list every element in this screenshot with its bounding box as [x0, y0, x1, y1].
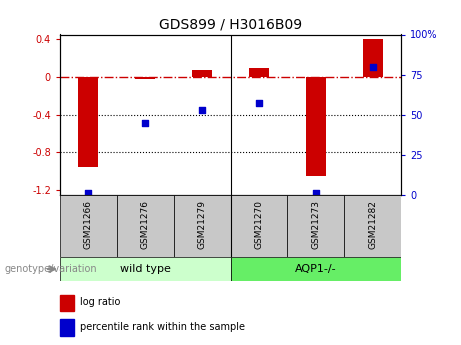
Text: genotype/variation: genotype/variation: [5, 264, 97, 274]
Text: GSM21276: GSM21276: [141, 200, 150, 249]
Title: GDS899 / H3016B09: GDS899 / H3016B09: [159, 18, 302, 32]
Bar: [230, 257, 401, 281]
Text: GSM21279: GSM21279: [198, 200, 207, 249]
Bar: [78, 77, 98, 167]
Text: GSM21273: GSM21273: [311, 200, 320, 249]
Bar: [135, 77, 155, 79]
Text: log ratio: log ratio: [80, 297, 121, 307]
Text: GSM21282: GSM21282: [368, 200, 377, 249]
Bar: [344, 195, 401, 257]
Point: [85, 190, 92, 196]
Bar: [60, 319, 74, 336]
Bar: [306, 77, 326, 176]
Point: [198, 107, 206, 113]
Bar: [174, 195, 230, 257]
Point: [255, 101, 263, 106]
Bar: [363, 39, 383, 77]
Text: wild type: wild type: [120, 264, 171, 274]
Text: AQP1-/-: AQP1-/-: [295, 264, 337, 274]
Bar: [192, 70, 212, 77]
Point: [369, 64, 376, 69]
Point: [142, 120, 149, 126]
Bar: [230, 195, 287, 257]
Bar: [60, 295, 74, 311]
Text: GSM21270: GSM21270: [254, 200, 263, 249]
Bar: [249, 68, 269, 77]
Point: [312, 190, 319, 196]
Bar: [287, 195, 344, 257]
Text: GSM21266: GSM21266: [84, 200, 93, 249]
Text: percentile rank within the sample: percentile rank within the sample: [80, 322, 245, 332]
Bar: [60, 195, 117, 257]
Bar: [60, 257, 230, 281]
Bar: [117, 195, 174, 257]
